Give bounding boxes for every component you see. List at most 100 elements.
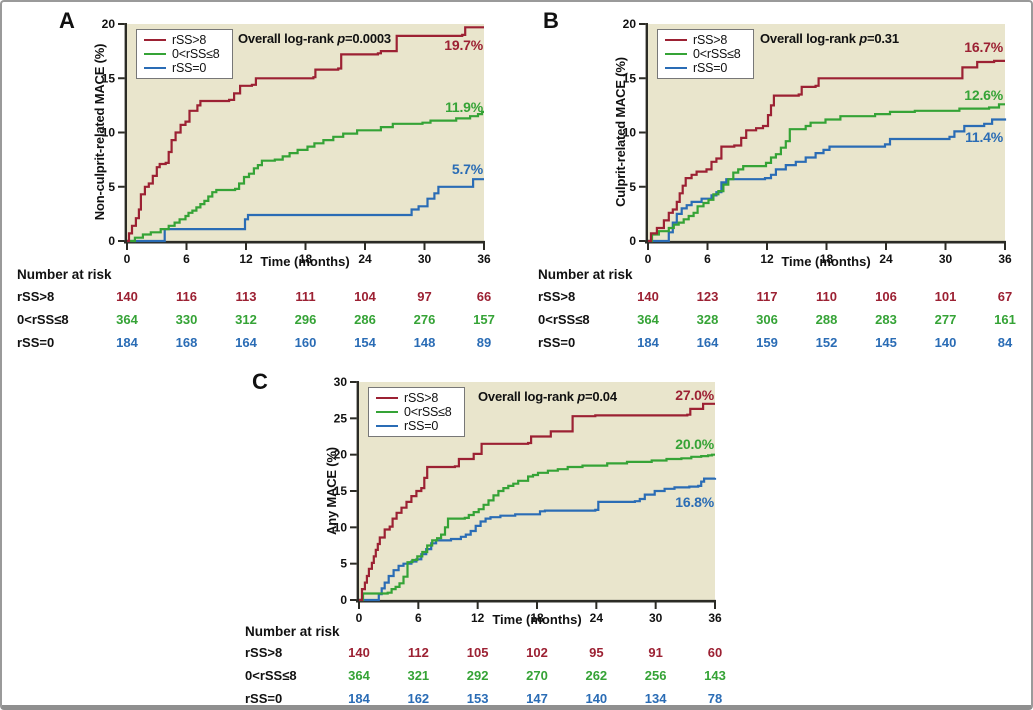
panel-a-legend: rSS>8 0<rSS≤8 rSS=0 (136, 29, 233, 79)
svg-text:10: 10 (334, 520, 348, 534)
number-at-risk-row: rSS=0 184 162 153 147 140 134 78 (2, 691, 1031, 706)
number-at-risk-value: 78 (707, 691, 723, 706)
number-at-risk-value: 159 (756, 335, 778, 350)
title-value: =0.04 (584, 389, 617, 404)
number-at-risk-value: 152 (815, 335, 838, 350)
panel-a-x-axis-title: Time (months) (260, 254, 350, 269)
title-p-symbol: p (859, 31, 867, 46)
number-at-risk-value: 157 (473, 312, 495, 327)
number-at-risk-value: 110 (816, 289, 837, 304)
svg-text:10: 10 (623, 126, 637, 140)
number-at-risk-value: 148 (413, 335, 436, 350)
rss-1to8-line-swatch-icon (144, 53, 166, 55)
title-text: Overall log-rank (238, 31, 338, 46)
legend-item-rss-1to8: 0<rSS≤8 (376, 405, 458, 419)
number-at-risk-value: 283 (875, 312, 897, 327)
rss-gt8-line-swatch-icon (665, 39, 687, 41)
svg-text:18: 18 (299, 252, 313, 266)
svg-text:0: 0 (108, 234, 115, 248)
title-text: Overall log-rank (760, 31, 860, 46)
svg-text:6: 6 (704, 252, 711, 266)
svg-text:18: 18 (530, 611, 544, 625)
number-at-risk-row: rSS=0 184 164 159 152 145 140 84 (2, 335, 1031, 351)
svg-text:36: 36 (708, 611, 722, 625)
svg-text:0: 0 (629, 234, 636, 248)
risk-row-label: rSS>8 (17, 289, 55, 304)
legend-item-rss-gt8: rSS>8 (144, 33, 226, 47)
number-at-risk-value: 153 (466, 691, 489, 706)
number-at-risk-value: 140 (348, 645, 370, 660)
number-at-risk-value: 67 (997, 289, 1013, 304)
number-at-risk-value: 312 (235, 312, 257, 327)
panel-c-logrank-title: Overall log-rank p=0.04 (478, 389, 617, 404)
number-at-risk-value: 256 (644, 668, 667, 683)
number-at-risk-value: 117 (756, 289, 778, 304)
svg-text:6: 6 (415, 611, 422, 625)
svg-text:12: 12 (760, 252, 774, 266)
svg-text:30: 30 (334, 375, 348, 389)
number-at-risk-value: 154 (354, 335, 376, 350)
svg-text:5: 5 (629, 180, 636, 194)
svg-text:6: 6 (183, 252, 190, 266)
number-at-risk-value: 91 (648, 645, 663, 660)
panel-b-letter: B (543, 8, 559, 33)
number-at-risk-row: rSS>8 140 123 117 110 106 101 67 (2, 289, 1031, 305)
number-at-risk-row: 0<rSS≤8 364 330 312 296 286 276 157 (2, 312, 1031, 328)
number-at-risk-value: 296 (294, 312, 317, 327)
svg-text:24: 24 (358, 252, 372, 266)
legend-label: rSS=0 (693, 61, 728, 75)
number-at-risk-value: 140 (934, 335, 957, 350)
svg-text:0: 0 (340, 593, 347, 607)
number-at-risk-value: 140 (637, 289, 659, 304)
rss-0-line-swatch-icon (144, 67, 166, 69)
number-at-risk-value: 160 (294, 335, 317, 350)
end-label-rss-0: 11.4% (965, 129, 1003, 145)
legend-label: rSS=0 (404, 419, 439, 433)
number-at-risk-row: rSS>8 140 116 113 111 104 97 66 (2, 289, 1031, 305)
risk-row-label: rSS=0 (17, 335, 55, 350)
number-at-risk-value: 292 (466, 668, 489, 683)
legend-item-rss-1to8: 0<rSS≤8 (665, 47, 747, 61)
number-at-risk-value: 60 (707, 645, 723, 660)
title-p-symbol: p (337, 31, 345, 46)
svg-text:20: 20 (334, 448, 348, 462)
end-label-rss-0: 5.7% (451, 161, 483, 177)
svg-text:15: 15 (334, 484, 348, 498)
number-at-risk-value: 286 (354, 312, 376, 327)
panel-a-logrank-title: Overall log-rank p=0.0003 (238, 31, 391, 46)
svg-text:0: 0 (645, 252, 652, 266)
number-at-risk-value: 184 (348, 691, 370, 706)
svg-text:24: 24 (879, 252, 893, 266)
panel-c-letter: C (252, 369, 268, 394)
number-at-risk-value: 106 (875, 289, 897, 304)
legend-label: 0<rSS≤8 (404, 405, 452, 419)
svg-text:18: 18 (820, 252, 834, 266)
risk-row-label: rSS>8 (538, 289, 576, 304)
risk-row-label: 0<rSS≤8 (538, 312, 590, 327)
legend-item-rss-0: rSS=0 (144, 61, 226, 75)
number-at-risk-value: 184 (116, 335, 138, 350)
panel-b-number-at-risk-heading: Number at risk (538, 267, 633, 282)
number-at-risk-row: 0<rSS≤8 364 328 306 288 283 277 161 (2, 312, 1031, 328)
legend-label: rSS>8 (404, 391, 439, 405)
svg-text:20: 20 (623, 17, 637, 31)
svg-text:0: 0 (356, 611, 363, 625)
rss-0-line-swatch-icon (376, 425, 398, 427)
number-at-risk-value: 321 (407, 668, 430, 683)
risk-row-label: rSS=0 (245, 691, 283, 706)
number-at-risk-value: 364 (348, 668, 370, 683)
panel-b-logrank-title: Overall log-rank p=0.31 (760, 31, 899, 46)
risk-row-label: rSS=0 (538, 335, 576, 350)
svg-text:15: 15 (102, 71, 116, 85)
end-label-rss-gt8: 19.7% (444, 37, 483, 53)
number-at-risk-value: 276 (413, 312, 436, 327)
end-label-rss-1to8: 12.6% (964, 87, 1003, 103)
number-at-risk-row: 0<rSS≤8 364 321 292 270 262 256 143 (2, 668, 1031, 684)
legend-label: rSS>8 (693, 33, 728, 47)
rss-gt8-line-swatch-icon (376, 397, 398, 399)
number-at-risk-value: 140 (116, 289, 138, 304)
end-label-rss-gt8: 27.0% (675, 387, 714, 403)
